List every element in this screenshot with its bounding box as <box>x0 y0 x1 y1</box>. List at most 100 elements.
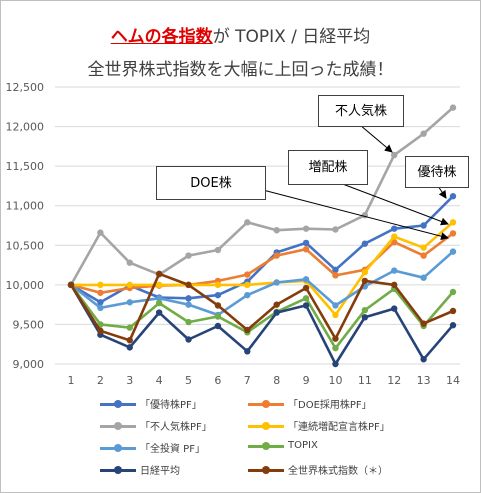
data-point <box>126 259 133 266</box>
data-point <box>273 252 280 259</box>
data-point <box>185 295 192 302</box>
data-point <box>391 151 398 159</box>
data-point <box>332 360 339 368</box>
x-tick-label: 1 <box>68 374 75 387</box>
legend-item: 「連続増配宣言株PF」 <box>248 418 390 433</box>
data-point <box>391 267 398 274</box>
data-point <box>332 311 339 319</box>
series-line <box>69 284 454 350</box>
legend-label: 「優待株PF」 <box>140 400 202 411</box>
x-tick-label: 3 <box>126 374 133 387</box>
data-point <box>97 304 104 312</box>
y-tick-label: 9,500 <box>13 318 45 331</box>
y-tick-label: 10,000 <box>6 279 45 292</box>
data-point <box>244 271 251 278</box>
data-point <box>449 230 457 237</box>
data-point <box>214 302 222 309</box>
data-point <box>126 324 133 331</box>
data-point <box>155 309 163 316</box>
data-point <box>449 104 457 111</box>
legend-swatch <box>100 465 136 475</box>
data-point <box>126 344 133 351</box>
x-tick-label: 7 <box>244 374 251 387</box>
data-point <box>302 302 310 309</box>
data-point <box>97 289 104 296</box>
data-point <box>420 274 427 281</box>
legend-label: 「連続増配宣言株PF」 <box>288 422 390 433</box>
data-point <box>214 322 222 330</box>
data-point <box>420 222 427 229</box>
chart-title-line2: 全世界株式指数を大幅に上回った成績！ <box>87 60 394 80</box>
legend-swatch <box>100 399 136 409</box>
callout-zohai: 増配株 <box>288 150 368 185</box>
data-point <box>302 284 310 292</box>
data-point <box>420 130 427 137</box>
callout-arrow <box>437 185 447 199</box>
data-point <box>391 233 398 240</box>
data-point <box>273 301 280 308</box>
legend-label: TOPIX <box>288 440 318 451</box>
data-point <box>361 314 369 321</box>
data-point <box>185 318 192 326</box>
data-point <box>449 288 457 296</box>
x-tick-label: 4 <box>156 374 163 387</box>
legend-label: 「DOE採用株PF」 <box>288 400 372 411</box>
data-point <box>214 291 222 299</box>
legend-label: 全世界株式指数（＊） <box>288 466 388 477</box>
x-tick-label: 2 <box>97 374 104 387</box>
data-point <box>244 291 251 299</box>
data-point <box>155 270 163 277</box>
data-point <box>97 281 104 289</box>
legend-item: 日経平均 <box>100 462 180 477</box>
data-point <box>244 326 251 334</box>
data-point <box>302 276 310 283</box>
data-point <box>420 356 427 363</box>
data-point <box>332 266 339 274</box>
callout-arrow <box>339 182 449 226</box>
x-tick-label: 11 <box>358 374 372 387</box>
data-point <box>449 219 457 226</box>
callout-doe: DOE株 <box>156 166 266 200</box>
data-point <box>332 226 339 233</box>
data-point <box>185 281 192 289</box>
data-point <box>185 336 192 343</box>
legend-item: 全世界株式指数（＊） <box>248 462 388 477</box>
series-line <box>69 106 454 286</box>
x-tick-label: 6 <box>214 374 221 387</box>
data-point <box>332 272 339 279</box>
legend-swatch <box>248 399 284 409</box>
series-7 <box>67 270 457 344</box>
data-point <box>185 252 192 259</box>
series-5 <box>67 281 457 352</box>
data-point <box>126 337 133 344</box>
data-point <box>244 281 251 289</box>
data-point <box>97 327 104 334</box>
data-point <box>391 281 398 289</box>
legend-swatch <box>248 421 284 431</box>
legend-swatch <box>248 441 284 451</box>
data-point <box>332 302 339 309</box>
data-point <box>449 193 457 200</box>
legend-label: 「全投資 PF」 <box>140 444 205 455</box>
series-line <box>71 221 454 317</box>
data-point <box>302 246 310 253</box>
x-tick-label: 10 <box>328 374 342 387</box>
data-point <box>449 248 457 255</box>
data-point <box>361 306 369 314</box>
legend-swatch <box>248 465 284 475</box>
y-tick-label: 10,500 <box>6 239 45 252</box>
data-point <box>97 229 104 236</box>
legend-label: 「不人気株PF」 <box>140 422 212 433</box>
title-highlight: ヘムの各指数 <box>110 27 213 47</box>
x-tick-label: 14 <box>446 374 460 387</box>
data-point <box>214 313 222 320</box>
data-point <box>361 240 369 247</box>
data-point <box>126 281 133 289</box>
data-point <box>302 239 310 247</box>
data-point <box>244 219 251 226</box>
data-point <box>214 246 222 254</box>
legend-label: 日経平均 <box>140 466 180 477</box>
series-line <box>69 284 454 366</box>
legend-swatch <box>100 443 136 453</box>
legend-item: 「全投資 PF」 <box>100 440 205 455</box>
